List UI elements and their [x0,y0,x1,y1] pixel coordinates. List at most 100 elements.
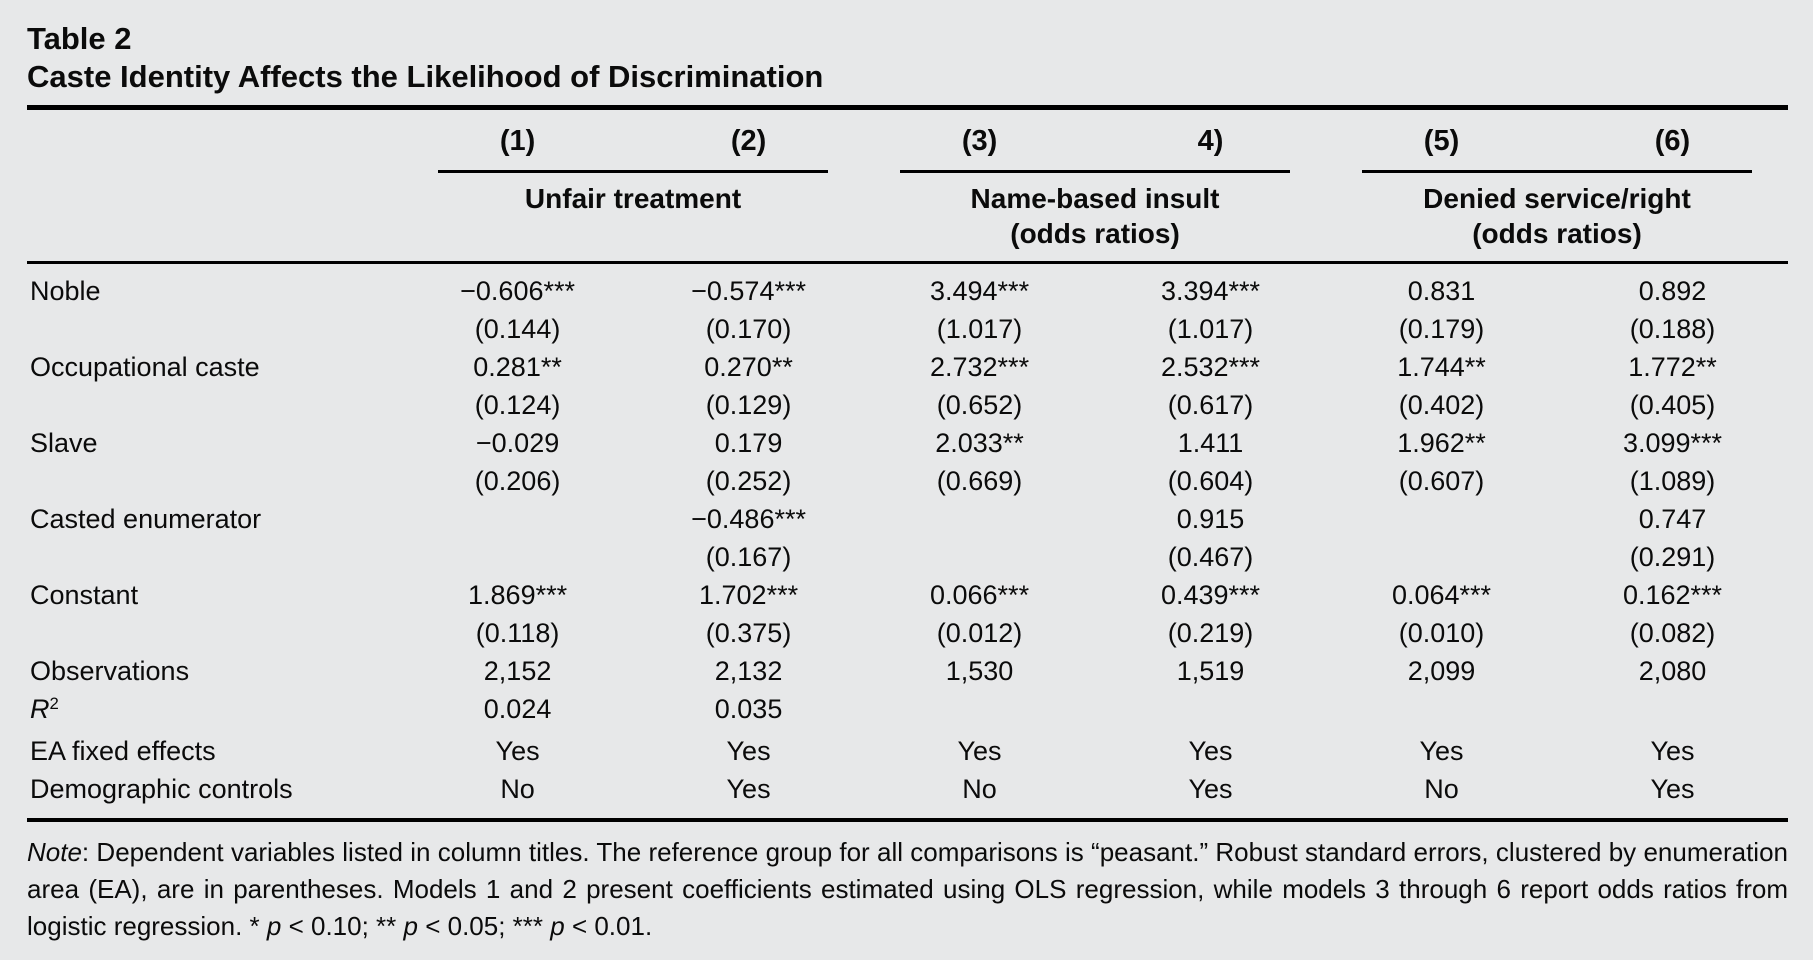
header-body-rule [27,261,1788,264]
standard-error-cell: (1.017) [936,314,1023,344]
standard-error-cell: (0.124) [474,390,561,420]
summary-cell [864,690,1095,732]
standard-error-cell: (0.179) [1398,314,1485,344]
coefficient-cell: 0.066*** [929,580,1030,610]
coefficient-cell: 1.744** [1397,352,1486,382]
header-spacer [27,122,402,160]
standard-error-cell: (0.167) [705,542,792,572]
standard-error-cell: (0.129) [705,390,792,420]
summary-cell: No [500,774,535,804]
summary-cell: No [962,774,997,804]
row-label-spacer [27,462,402,500]
standard-error-cell [1326,538,1557,576]
coefficient-cell: 0.892 [1638,276,1707,306]
table-number: Table 2 [27,21,132,56]
standard-error-cell: (0.252) [705,466,792,496]
row-label: Demographic controls [30,774,293,804]
summary-cell: 2,080 [1638,656,1707,686]
standard-error-cell [864,538,1095,576]
column-number-5: (5) [1423,125,1460,157]
table-title: Caste Identity Affects the Likelihood of… [27,59,824,94]
summary-cell: 0.024 [483,694,552,724]
coefficient-cell: 0.747 [1638,504,1707,534]
column-number-3: (3) [961,125,998,157]
table-note: Note: Dependent variables listed in colu… [27,834,1788,945]
summary-cell: Yes [726,736,771,766]
group-rule-2 [900,170,1291,173]
row-label: Constant [30,580,139,610]
summary-cell: 2,132 [714,656,783,686]
coefficient-cell: 1.962** [1397,428,1486,458]
summary-cell: Yes [726,774,771,804]
group-spanner-2 [864,170,1326,173]
coefficient-cell: 2.033** [935,428,1024,458]
standard-error-cell: (0.170) [705,314,792,344]
coefficient-cell: 1.411 [1177,428,1244,458]
group-label-spacer [27,181,402,251]
summary-cell: Yes [957,736,1002,766]
coefficient-cell: 3.394*** [1160,276,1261,306]
standard-error-cell: (0.617) [1167,390,1254,420]
row-label: Noble [30,276,101,306]
coefficient-cell: 2.532*** [1160,352,1261,382]
column-number-4: 4) [1197,125,1224,157]
note-italic-segment: p [550,911,565,941]
note-italic-segment: Note [27,837,82,867]
standard-error-cell: (0.405) [1629,390,1716,420]
coefficient-cell [402,500,633,538]
standard-error-cell: (0.118) [475,618,560,648]
summary-cell [1326,690,1557,732]
column-number-6: (6) [1654,125,1691,157]
row-label: EA fixed effects [30,736,216,766]
row-label: Slave [30,428,98,458]
group-label-denied-service-right: Denied service/right (odds ratios) [1326,181,1788,251]
summary-cell: Yes [1650,736,1695,766]
summary-cell: 0.035 [714,694,783,724]
coefficient-cell: 0.179 [714,428,783,458]
standard-error-cell: (0.082) [1629,618,1716,648]
standard-error-cell [402,538,633,576]
summary-cell: 2,152 [483,656,552,686]
group-spanner-1 [402,170,864,173]
coefficient-cell: 0.439*** [1160,580,1261,610]
summary-cell [1557,690,1788,732]
standard-error-cell: (0.402) [1398,390,1485,420]
group-label-name-based-insult: Name-based insult (odds ratios) [864,181,1326,251]
standard-error-cell: (0.607) [1398,466,1485,496]
coefficient-cell: −0.574*** [691,276,806,306]
row-label: R2 [30,693,59,724]
group-spanner-row [27,164,1788,181]
group-subtitle: (odds ratios) [1472,218,1642,249]
summary-cell [1095,690,1326,732]
summary-cell: Yes [1188,736,1233,766]
bottom-rule [27,818,1788,822]
group-label-row: Unfair treatment Name-based insult (odds… [27,181,1788,261]
summary-cell: 1,519 [1176,656,1245,686]
column-number-2: (2) [730,125,767,157]
standard-error-cell: (0.144) [474,314,561,344]
standard-error-cell: (0.669) [936,466,1023,496]
group-title: Unfair treatment [524,183,742,214]
coefficient-cell: 0.915 [1176,504,1245,534]
coefficient-cell: 1.702*** [699,580,799,610]
coefficient-cell: 0.162*** [1622,580,1723,610]
group-spanner-3 [1326,170,1788,173]
spanner-spacer [27,170,402,173]
coefficient-cell: 1.772** [1628,352,1717,382]
coefficient-cell: −0.606*** [460,276,575,306]
coefficient-cell: 3.099*** [1622,428,1723,458]
summary-cell: No [1424,774,1459,804]
row-label: Observations [30,656,190,686]
standard-error-cell: (1.017) [1167,314,1254,344]
coefficient-cell: 0.064*** [1391,580,1492,610]
row-label-spacer [27,310,402,348]
column-number-1: (1) [499,125,536,157]
summary-cell: 2,099 [1407,656,1476,686]
summary-cell: 1,530 [945,656,1014,686]
row-label-spacer [27,538,402,576]
standard-error-cell: (0.467) [1167,542,1254,572]
standard-error-cell: (0.010) [1398,618,1485,648]
standard-error-cell: (0.291) [1629,542,1716,572]
coefficient-cell: 0.270** [704,352,793,382]
